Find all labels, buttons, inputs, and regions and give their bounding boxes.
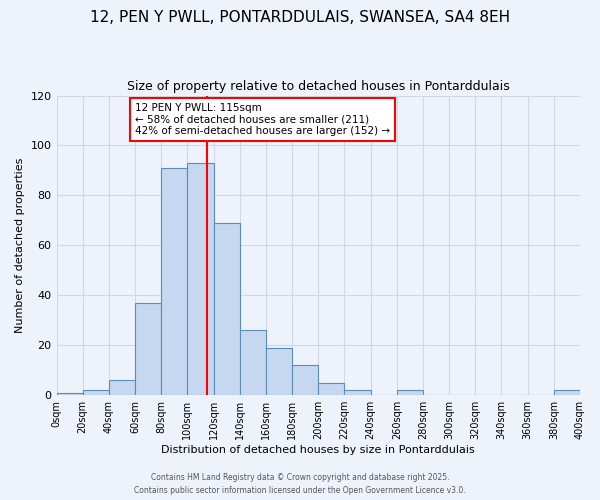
Bar — [292, 365, 318, 395]
Bar — [187, 163, 214, 395]
Bar — [83, 390, 109, 395]
Bar — [240, 330, 266, 395]
Text: 12, PEN Y PWLL, PONTARDDULAIS, SWANSEA, SA4 8EH: 12, PEN Y PWLL, PONTARDDULAIS, SWANSEA, … — [90, 10, 510, 25]
X-axis label: Distribution of detached houses by size in Pontarddulais: Distribution of detached houses by size … — [161, 445, 475, 455]
Bar — [266, 348, 292, 395]
Y-axis label: Number of detached properties: Number of detached properties — [15, 158, 25, 333]
Title: Size of property relative to detached houses in Pontarddulais: Size of property relative to detached ho… — [127, 80, 509, 93]
Bar — [344, 390, 371, 395]
Bar — [109, 380, 135, 395]
Bar — [318, 382, 344, 395]
Bar — [161, 168, 187, 395]
Text: 12 PEN Y PWLL: 115sqm
← 58% of detached houses are smaller (211)
42% of semi-det: 12 PEN Y PWLL: 115sqm ← 58% of detached … — [135, 103, 390, 136]
Bar — [56, 392, 83, 395]
Bar — [554, 390, 580, 395]
Text: Contains HM Land Registry data © Crown copyright and database right 2025.
Contai: Contains HM Land Registry data © Crown c… — [134, 474, 466, 495]
Bar — [135, 303, 161, 395]
Bar — [214, 223, 240, 395]
Bar — [397, 390, 423, 395]
